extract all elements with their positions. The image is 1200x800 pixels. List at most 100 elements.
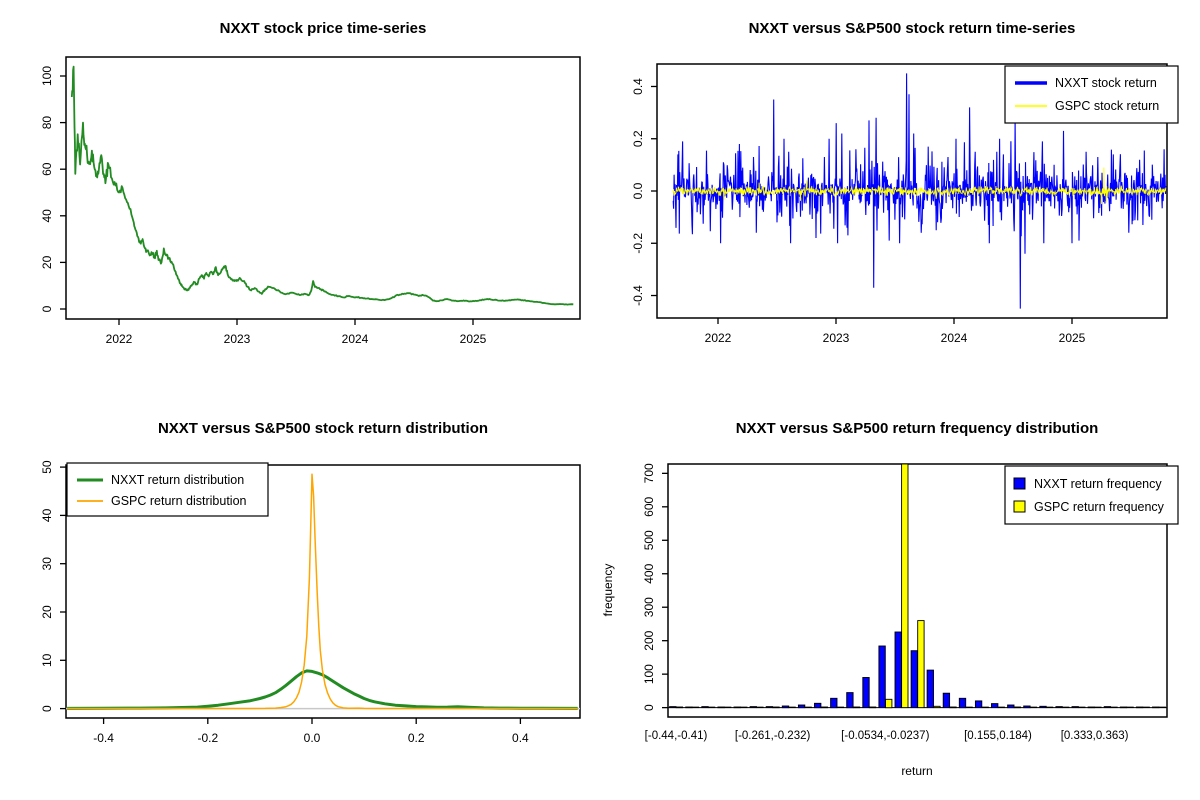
gspc-frequency-bar	[1094, 706, 1102, 709]
y-tick-label: 40	[40, 508, 54, 522]
y-tick-label: 100	[40, 66, 54, 86]
nxxt-frequency-bar	[926, 669, 934, 709]
y-tick-label: 20	[40, 255, 54, 269]
frequency-legend-box	[1004, 465, 1179, 525]
gspc-frequency-bar	[836, 706, 845, 709]
gspc-frequency-bar	[788, 706, 796, 709]
y-tick-label: -0.2	[631, 233, 645, 254]
nxxt-frequency-bar	[1135, 706, 1144, 709]
y-tick-label: 0	[40, 305, 54, 312]
nxxt-frequency-bar	[749, 706, 757, 709]
nxxt-frequency-bar	[1119, 706, 1128, 709]
gspc-frequency-legend-swatch	[1013, 500, 1026, 513]
y-tick-label: 80	[40, 116, 54, 130]
x-tick-label: -0.4	[93, 731, 114, 745]
gspc-frequency-bar	[997, 706, 1005, 709]
x-tick-label: 2022	[106, 332, 133, 346]
price-chart-title: NXXT stock price time-series	[220, 20, 427, 37]
bin-label: [-0.261,-0.232)	[735, 730, 811, 742]
bin-label: [0.333,0.363)	[1061, 730, 1129, 742]
nxxt-frequency-bar	[846, 692, 854, 709]
x-tick-label: 2025	[460, 332, 487, 346]
gspc-frequency-bar	[885, 698, 893, 709]
gspc-return-legend-label: GSPC stock return	[1055, 99, 1159, 113]
gspc-frequency-bar	[772, 706, 780, 709]
nxxt-frequency-bar	[1007, 704, 1015, 709]
y-tick-label: 500	[642, 530, 656, 550]
nxxt-frequency-bar	[1103, 706, 1112, 709]
gspc-frequency-bar	[1158, 706, 1166, 709]
y-tick-label: 300	[642, 597, 656, 617]
nxxt-frequency-bar	[701, 706, 709, 709]
frequency-chart-title: NXXT versus S&P500 return frequency dist…	[736, 420, 1099, 437]
gspc-frequency-bar	[901, 463, 909, 709]
return-frequency-panel: NXXT versus S&P500 return frequency dist…	[601, 420, 1179, 778]
return-axes: 2022 2023 2024 2025 -0.4 -0.2 0.0 0.2 0.4	[631, 78, 1086, 345]
nxxt-frequency-bar	[1039, 705, 1047, 709]
nxxt-frequency-bar	[1023, 705, 1031, 709]
nxxt-frequency-legend-swatch	[1013, 477, 1026, 490]
y-tick-label: 50	[40, 460, 54, 474]
nxxt-frequency-bar	[1055, 706, 1063, 709]
gspc-frequency-bar	[917, 620, 925, 709]
gspc-frequency-bar	[724, 706, 732, 709]
return-time-series-panel: NXXT versus S&P500 stock return time-ser…	[631, 20, 1179, 345]
x-tick-label: 0.0	[304, 731, 321, 745]
y-tick-label: 30	[40, 557, 54, 571]
gspc-density-curve	[67, 473, 578, 710]
nxxt-frequency-bar	[991, 703, 999, 709]
nxxt-frequency-legend-label: NXXT return frequency	[1034, 477, 1162, 491]
gspc-frequency-bar	[852, 706, 861, 709]
x-tick-label: 2025	[1059, 331, 1086, 345]
gspc-return-line	[672, 167, 1167, 205]
x-tick-label: 0.2	[408, 731, 425, 745]
x-tick-label: 2024	[941, 331, 968, 345]
x-tick-label: 2023	[823, 331, 850, 345]
frequency-axes: 0 100 200 300 400 500 600 700 [-0.44,-0.41) [-0.2…	[642, 463, 1129, 742]
gspc-distribution-legend-label: GSPC return distribution	[111, 494, 247, 508]
y-tick-label: 0	[642, 704, 656, 711]
x-tick-label: -0.2	[197, 731, 218, 745]
gspc-frequency-bar	[1013, 706, 1022, 709]
price-axes: 2022 2023 2024 2025 0 20 40 60 80 100	[40, 66, 487, 346]
gspc-frequency-bar	[1029, 706, 1038, 709]
nxxt-distribution-legend-label: NXXT return distribution	[111, 473, 244, 487]
nxxt-frequency-bar	[814, 702, 822, 709]
nxxt-frequency-bar	[830, 697, 838, 709]
nxxt-frequency-bar	[878, 645, 886, 709]
frequency-legend: NXXT return frequency GSPC return freque…	[1004, 465, 1179, 525]
y-tick-label: -0.4	[631, 285, 645, 306]
nxxt-frequency-bar	[1152, 706, 1160, 709]
gspc-frequency-bar	[1126, 706, 1134, 709]
nxxt-frequency-bar	[958, 697, 967, 709]
y-tick-label: 200	[642, 630, 656, 650]
distribution-plot-border	[65, 464, 581, 719]
nxxt-frequency-bar	[669, 706, 677, 709]
bin-label: [-0.0534,-0.0237)	[841, 730, 929, 742]
price-plot-border	[65, 56, 581, 320]
nxxt-return-legend-label: NXXT stock return	[1055, 76, 1157, 90]
gspc-frequency-bar	[675, 706, 684, 709]
gspc-frequency-bar	[756, 706, 764, 709]
nxxt-frequency-bar	[1087, 706, 1095, 709]
return-series	[672, 73, 1167, 309]
x-tick-label: 0.4	[512, 731, 529, 745]
nxxt-frequency-bar	[942, 692, 951, 709]
y-tick-label: 0.4	[631, 78, 645, 95]
nxxt-frequency-bar	[910, 650, 918, 709]
distribution-chart-title: NXXT versus S&P500 stock return distribu…	[158, 420, 488, 437]
distribution-legend: NXXT return distribution GSPC return dis…	[66, 462, 269, 517]
gspc-frequency-bar	[1062, 706, 1070, 709]
y-tick-label: 0	[40, 705, 54, 712]
return-legend-box	[1004, 65, 1179, 124]
gspc-frequency-bar	[1110, 706, 1118, 709]
nxxt-frequency-bar	[717, 706, 725, 709]
gspc-frequency-bar	[1045, 706, 1054, 709]
y-tick-label: 0.2	[631, 130, 645, 147]
bin-label: [-0.44,-0.41)	[645, 730, 708, 742]
gspc-frequency-bar	[949, 706, 957, 709]
return-legend: NXXT stock return GSPC stock return	[1004, 65, 1179, 124]
distribution-series	[66, 473, 580, 710]
frequency-y-axis-label: frequency	[601, 564, 615, 617]
